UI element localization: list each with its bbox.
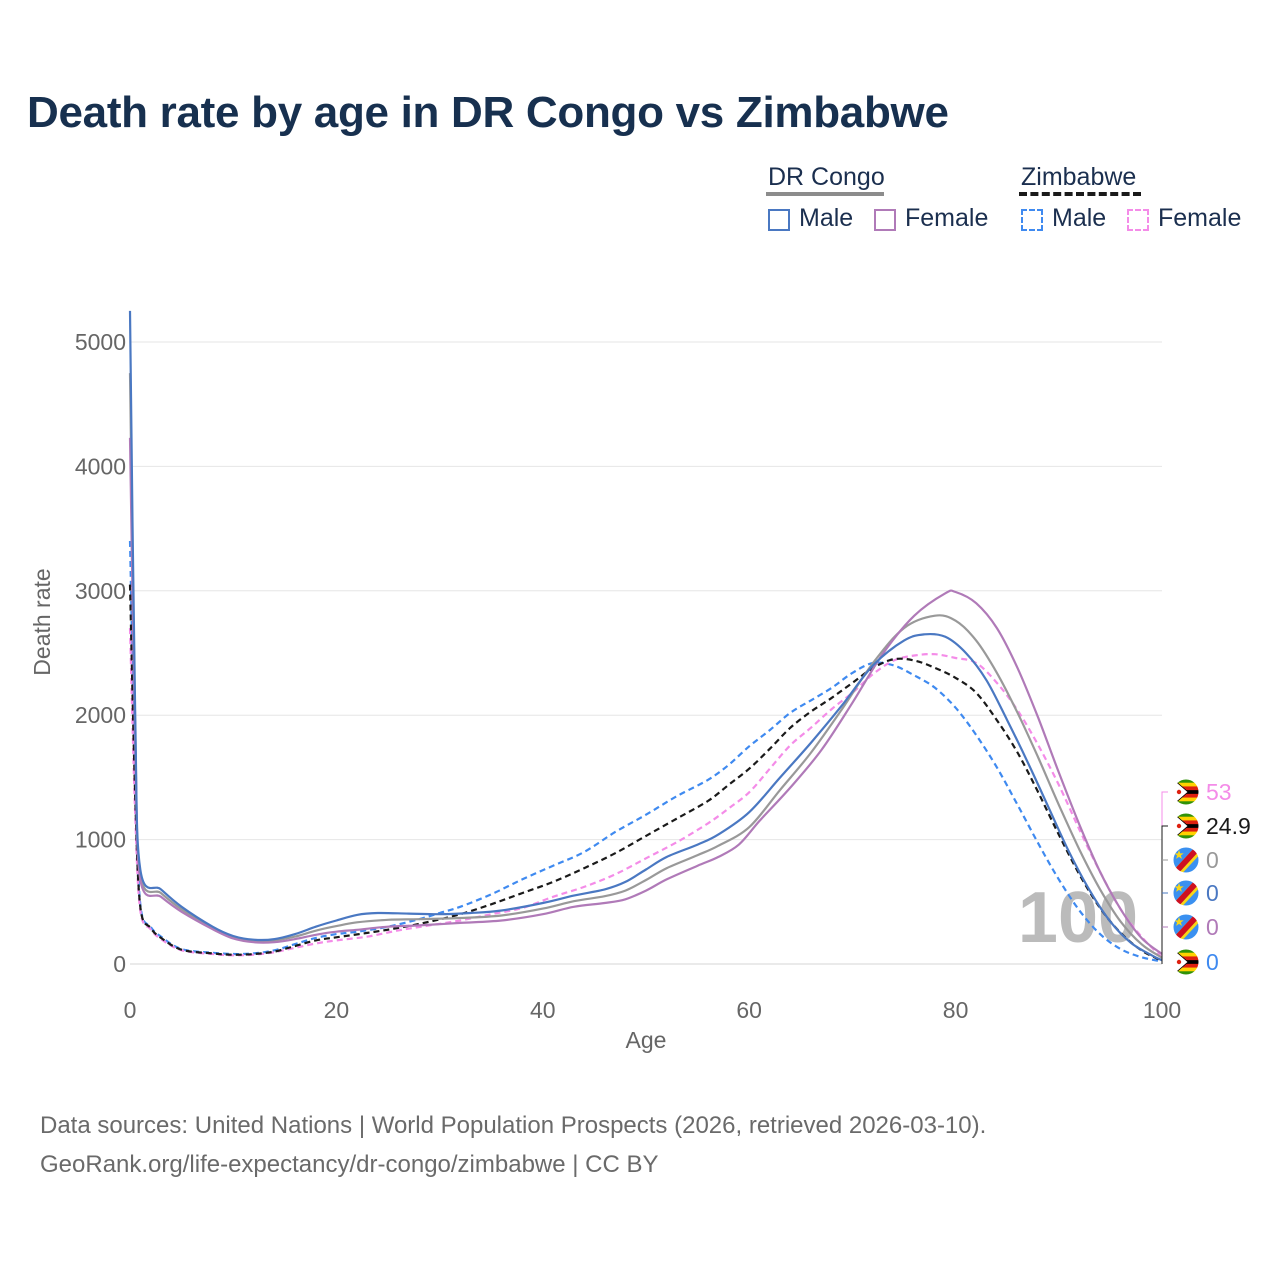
x-axis-label: Age	[626, 1027, 667, 1053]
series-line-zimbabwe-male[interactable]	[128, 540, 1163, 963]
end-labels: 53 24.9 0 0 0 0	[1161, 778, 1251, 976]
grid-lines	[130, 341, 1162, 965]
end-label-value: 24.9	[1206, 813, 1251, 839]
end-label-connector	[1161, 825, 1168, 964]
y-tick-label: 2000	[75, 702, 126, 728]
legend-swatch-dr-congo-male	[768, 209, 790, 231]
legend-swatch-dr-congo-female	[874, 209, 896, 231]
legend-group-zimbabwe-title: Zimbabwe	[1021, 163, 1137, 191]
x-tick-label: 100	[1143, 997, 1181, 1023]
x-tick-label: 0	[124, 997, 137, 1023]
series-line-dr-congo-female[interactable]	[128, 437, 1163, 955]
legend-label-dr-congo-female: Female	[905, 204, 989, 232]
axes: 0 1000 2000 3000 4000 5000 0 20 40 60 80 100	[75, 329, 1181, 1023]
y-tick-label: 5000	[75, 329, 126, 355]
legend-group-dr-congo-title: DR Congo	[768, 163, 885, 191]
legend: DR Congo Male Female Zimbabwe Male Femal…	[0, 160, 1280, 250]
x-tick-label: 20	[324, 997, 350, 1023]
end-label-value: 0	[1206, 880, 1219, 906]
x-tick-label: 80	[943, 997, 969, 1023]
series-line-dr-congo-male[interactable]	[128, 310, 1163, 962]
y-tick-label: 4000	[75, 453, 126, 479]
y-tick-label: 0	[113, 951, 126, 977]
end-label-value: 0	[1206, 847, 1219, 873]
end-label-value: 0	[1206, 949, 1219, 975]
legend-swatch-zimbabwe-male	[1021, 209, 1043, 231]
legend-group-zimbabwe-line	[1019, 192, 1141, 196]
end-label-value: 53	[1206, 779, 1232, 805]
legend-label-dr-congo-male: Male	[799, 204, 854, 232]
y-tick-label: 3000	[75, 578, 126, 604]
end-label-value: 0	[1206, 914, 1219, 940]
legend-label-zimbabwe-male: Male	[1052, 204, 1107, 232]
zimbabwe-flag-icon	[1172, 778, 1200, 806]
chart-title: Death rate by age in DR Congo vs Zimbabw…	[27, 88, 949, 137]
series-lines	[128, 310, 1163, 963]
dr-congo-flag-icon	[1172, 913, 1200, 941]
series-line-zimbabwe-female[interactable]	[128, 628, 1163, 959]
zimbabwe-flag-icon	[1172, 948, 1200, 976]
source-line-1: Data sources: United Nations | World Pop…	[40, 1112, 987, 1139]
source-link[interactable]: GeoRank.org/life-expectancy/dr-congo/zim…	[40, 1151, 659, 1178]
y-axis-label: Death rate	[29, 568, 55, 675]
dr-congo-flag-icon	[1172, 879, 1200, 907]
legend-swatch-zimbabwe-female	[1127, 209, 1149, 231]
x-tick-label: 60	[736, 997, 762, 1023]
legend-group-dr-congo-line	[766, 192, 884, 196]
x-tick-label: 40	[530, 997, 556, 1023]
end-label-connector	[1161, 791, 1168, 964]
zimbabwe-flag-icon	[1172, 812, 1200, 840]
watermark: 100	[1018, 878, 1138, 958]
legend-label-zimbabwe-female: Female	[1158, 204, 1242, 232]
series-line-zimbabwe-total[interactable]	[128, 584, 1163, 962]
data-source-note: Data sources: United Nations | World Pop…	[40, 1106, 986, 1184]
y-tick-label: 1000	[75, 827, 126, 853]
dr-congo-flag-icon	[1172, 846, 1200, 874]
watermark-year: 100	[1018, 878, 1138, 958]
